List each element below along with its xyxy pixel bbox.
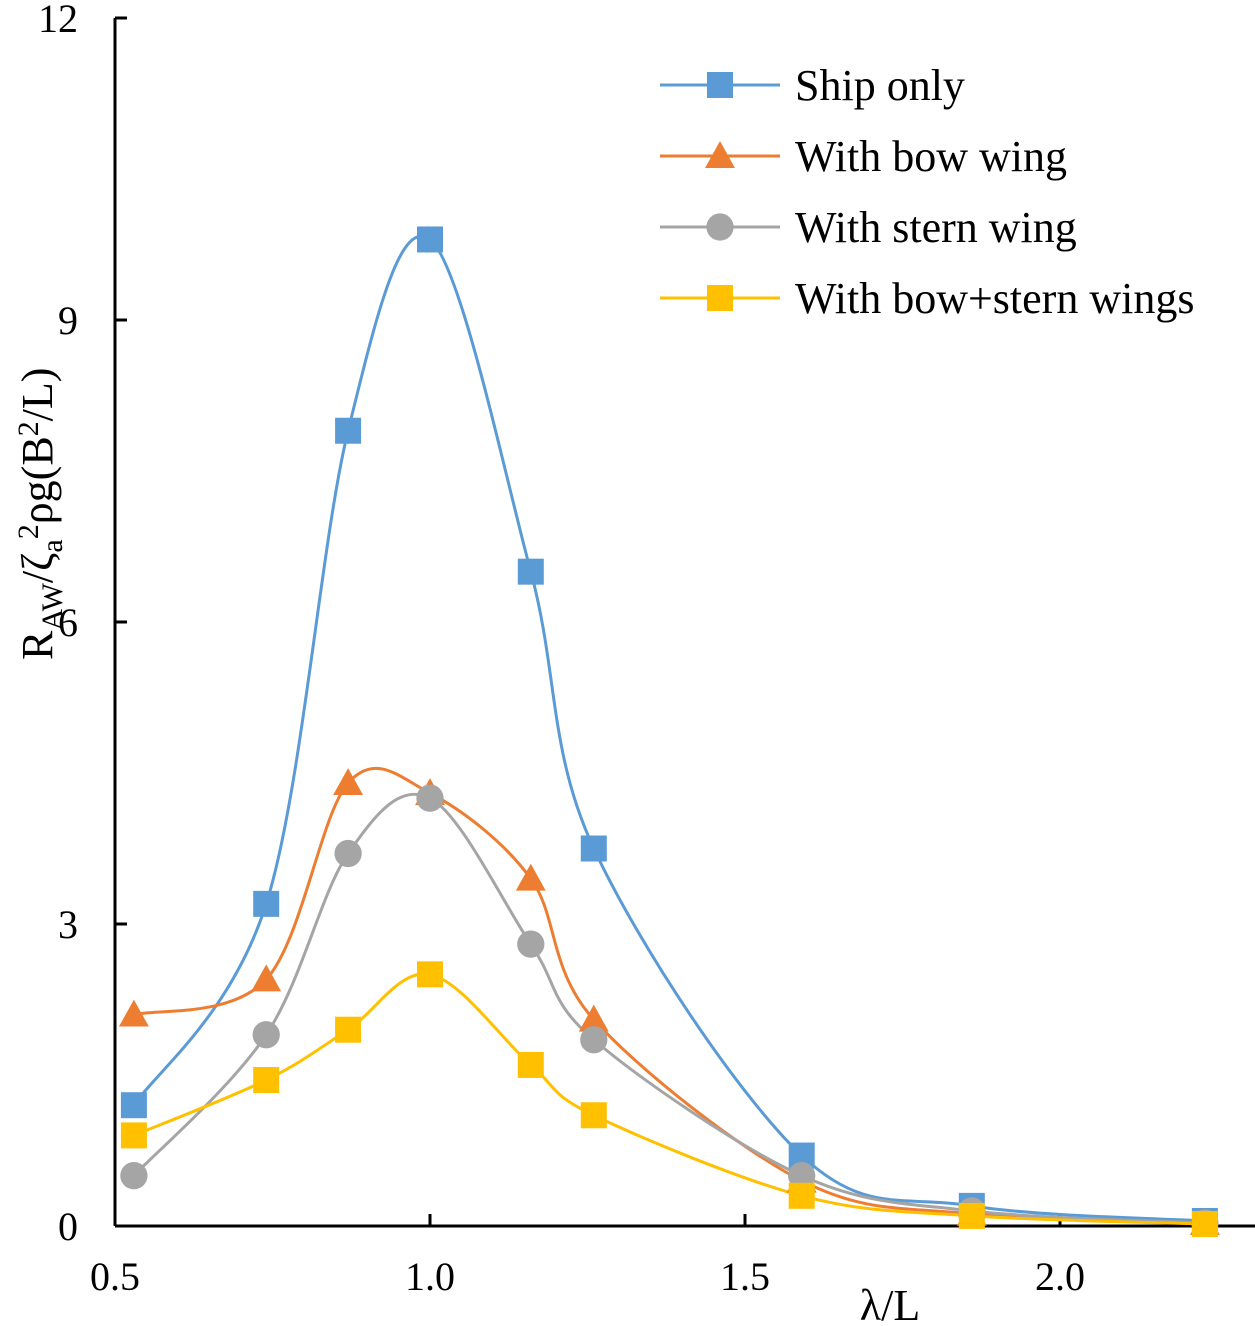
y-title-aw: AW (36, 582, 69, 630)
data-point (252, 1021, 280, 1049)
legend-item: With bow+stern wings (660, 274, 1194, 323)
data-point (517, 1051, 544, 1078)
data-point (417, 226, 443, 253)
x-tick-label: 1.5 (720, 1254, 770, 1299)
data-point (580, 1102, 607, 1129)
legend-marker (705, 141, 735, 168)
y-title-a: a (36, 539, 69, 552)
legend-label: With stern wing (795, 203, 1077, 252)
data-point (251, 964, 282, 992)
y-title-exp2: 2 (12, 524, 45, 539)
series-line (133, 766, 1205, 1225)
y-title-exp2b: 2 (12, 421, 45, 436)
data-point (118, 999, 149, 1027)
data-point (417, 961, 443, 988)
x-tick-label: 1.0 (405, 1254, 455, 1299)
legend-marker (706, 213, 734, 241)
y-tick-label: 6 (58, 600, 78, 645)
legend-marker (707, 72, 733, 98)
y-tick-label: 3 (58, 902, 78, 947)
legend-item: Ship only (660, 61, 965, 110)
data-point (578, 1004, 609, 1032)
x-axis-title: λ/L (860, 1281, 920, 1326)
y-tick-label: 12 (38, 0, 78, 41)
data-point (120, 1122, 147, 1149)
data-point (253, 890, 280, 917)
legend-item: With bow wing (660, 132, 1067, 181)
data-point (580, 1026, 608, 1054)
data-point (517, 930, 545, 958)
data-point (335, 1016, 362, 1043)
legend-marker (707, 285, 733, 311)
data-point (334, 839, 362, 868)
y-title-zeta: /ζ (13, 553, 62, 583)
series-markers (118, 226, 1220, 1237)
data-point (333, 768, 364, 796)
series-lines (132, 234, 1205, 1226)
data-point (580, 835, 607, 862)
axes (113, 18, 1255, 1228)
data-point (515, 863, 546, 891)
legend-label: With bow wing (795, 132, 1067, 181)
legend: Ship only With bow wing With stern wing Wit… (660, 61, 1194, 323)
y-title-r: R (13, 630, 62, 660)
legend-item: With stern wing (660, 203, 1077, 252)
data-point (253, 1067, 280, 1094)
data-point (120, 1162, 148, 1190)
y-title-over-l: /L) (13, 368, 62, 422)
y-tick-label: 9 (58, 298, 78, 343)
y-title-rho: ρg(B (13, 436, 62, 524)
data-point (335, 417, 362, 444)
y-axis-title: RAW/ζa2ρg(B2/L) (12, 368, 69, 660)
legend-label: Ship only (795, 61, 965, 110)
series-line (132, 234, 1205, 1223)
series-line (132, 792, 1205, 1225)
x-ticks: 0.5 1.0 1.5 2.0 (90, 1214, 1085, 1299)
data-point (788, 1182, 815, 1209)
legend-label: With bow+stern wings (795, 274, 1194, 323)
y-ticks: 0 3 6 9 12 (38, 0, 127, 1249)
data-point (958, 1202, 985, 1229)
y-tick-label: 0 (58, 1204, 78, 1249)
x-tick-label: 0.5 (90, 1254, 140, 1299)
x-tick-label: 2.0 (1035, 1254, 1085, 1299)
data-point (1191, 1210, 1218, 1237)
data-point (788, 1162, 816, 1190)
series-line (133, 972, 1205, 1226)
data-point (416, 784, 444, 812)
data-point (517, 558, 544, 585)
data-point (120, 1092, 147, 1119)
